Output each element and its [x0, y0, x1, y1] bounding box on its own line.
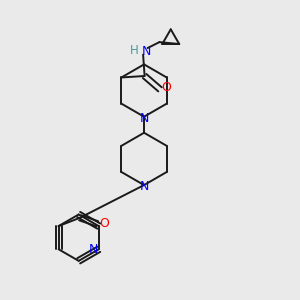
- Text: N: N: [140, 180, 149, 193]
- Text: O: O: [99, 217, 109, 230]
- Text: H: H: [130, 44, 139, 57]
- Text: N: N: [142, 44, 152, 58]
- Text: O: O: [162, 81, 172, 94]
- Text: N: N: [89, 243, 98, 256]
- Text: N: N: [140, 112, 149, 125]
